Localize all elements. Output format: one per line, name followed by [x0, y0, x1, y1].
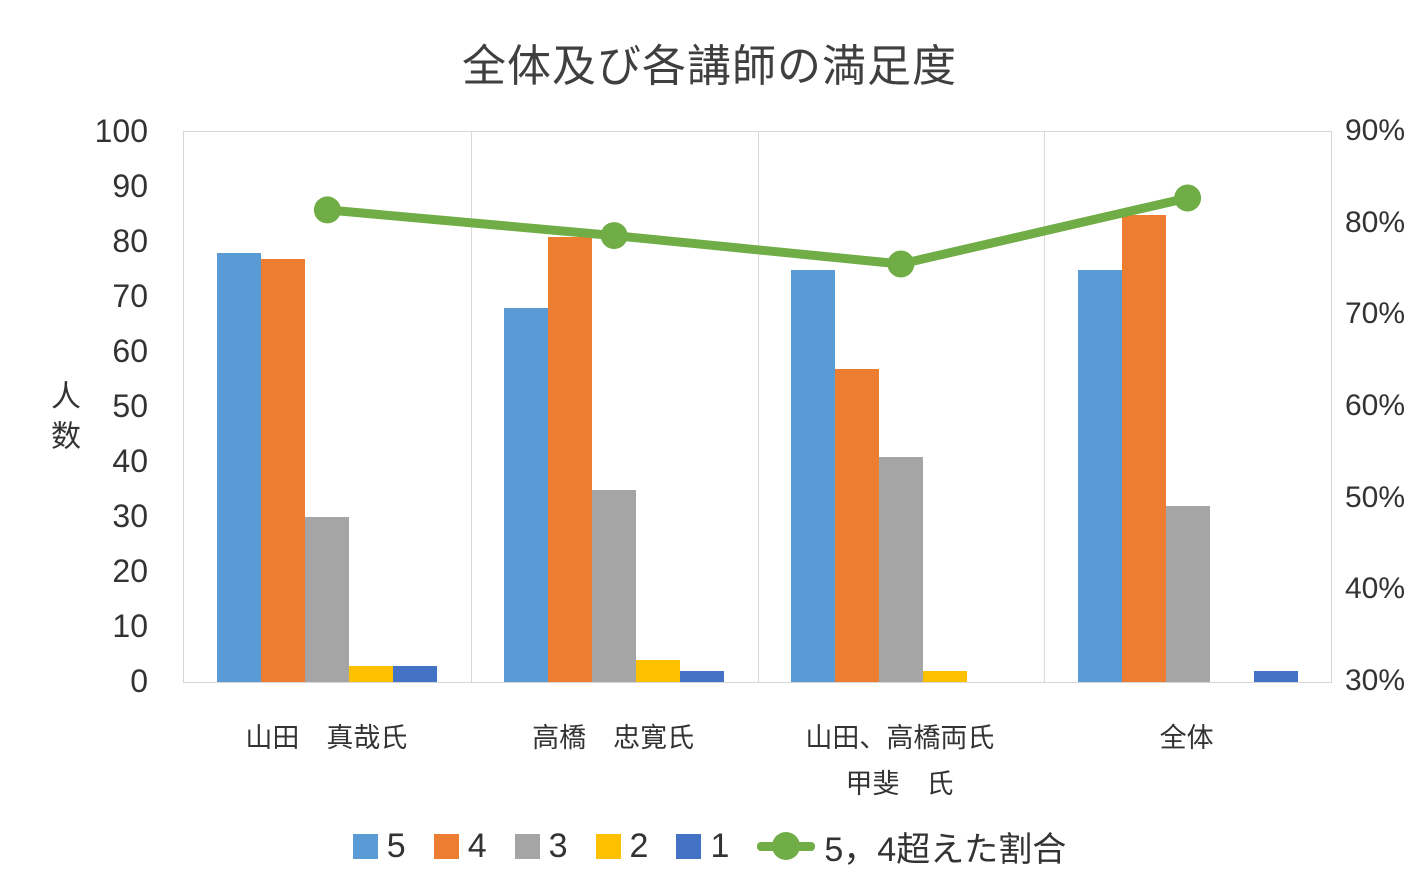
left-axis-tick: 40: [112, 443, 148, 479]
line-series-layer: [313, 184, 1202, 278]
bar-series4-cat2: [834, 368, 879, 682]
right-axis-tick: 50%: [1345, 480, 1406, 514]
legend-item-line: 5，4超えた割合: [757, 822, 1066, 871]
line-series-path: [322, 193, 1193, 269]
legend-item-2: 2: [595, 826, 649, 866]
legend-label: 4: [467, 826, 487, 865]
left-axis-tick: 10: [112, 608, 148, 644]
left-axis-title: 人数: [46, 380, 79, 460]
bar-series2-cat1: [636, 660, 681, 682]
x-axis-label-1: 高橋 忠寛氏: [532, 723, 695, 753]
legend-swatch-icon: [352, 833, 378, 859]
line-point-0: [313, 196, 341, 224]
left-axis-tick: 100: [94, 113, 148, 149]
right-axis-tick: 60%: [1345, 389, 1406, 422]
legend-swatch-icon: [595, 833, 621, 859]
legend-label: 5，4超えた割合: [824, 830, 1067, 869]
x-axis-label-2: 山田、高橋両氏: [805, 723, 995, 753]
line-point-1: [600, 222, 628, 250]
bar-series3-cat2: [878, 456, 923, 682]
legend-swatch-icon: [514, 833, 540, 859]
legend-swatch-icon: [433, 833, 459, 859]
left-axis-tick: 80: [112, 223, 148, 259]
x-axis-label-3: 全体: [1159, 723, 1214, 753]
bar-series3-cat0: [305, 517, 350, 682]
legend-label: 3: [548, 826, 568, 865]
legend-item-5: 5: [352, 826, 406, 866]
bar-series5-cat2: [790, 269, 835, 682]
left-axis-tick: 90: [112, 168, 148, 204]
plot-area: [183, 131, 1332, 683]
bar-series5-cat3: [1077, 269, 1122, 682]
bar-series1-cat1: [680, 671, 725, 682]
left-axis-tick: 30: [112, 498, 148, 534]
legend-item-1: 1: [676, 827, 729, 866]
right-axis-tick: 90%: [1345, 114, 1406, 147]
category-separator: [757, 132, 759, 682]
line-point-2: [887, 250, 915, 278]
left-axis-tick: 70: [112, 278, 148, 314]
right-axis-tick: 40%: [1345, 572, 1406, 606]
bar-series4-cat3: [1121, 214, 1166, 682]
right-axis-tick: 30%: [1345, 664, 1406, 697]
bar-series2-cat2: [922, 671, 967, 682]
right-axis-tick: 80%: [1345, 205, 1406, 239]
bar-series1-cat0: [393, 665, 438, 682]
legend-line-marker-icon: [757, 832, 816, 860]
bar-series3-cat3: [1165, 506, 1210, 682]
left-axis-tick: 0: [130, 663, 148, 699]
right-axis-tick: 70%: [1345, 297, 1406, 331]
category-separator: [470, 132, 472, 682]
legend-label: 1: [710, 826, 730, 865]
bar-series4-cat0: [261, 258, 306, 682]
legend-label: 5: [386, 826, 406, 865]
legend: 5 4 3 2 1 5，4超えた割合: [0, 822, 1419, 871]
category-separator: [1044, 132, 1046, 682]
left-axis-tick: 20: [112, 553, 148, 589]
legend-item-3: 3: [514, 826, 568, 866]
bar-series2-cat0: [349, 665, 394, 682]
x-axis-label-0: 山田 真哉氏: [245, 723, 408, 753]
x-axis-secondary-label: 甲斐 氏: [845, 769, 954, 799]
legend-swatch-icon: [676, 833, 702, 859]
legend-label: 2: [629, 826, 649, 865]
bar-series3-cat1: [592, 489, 637, 682]
bar-series5-cat1: [504, 308, 549, 682]
line-point-3: [1174, 184, 1202, 212]
chart-title: 全体及び各講師の満足度: [462, 42, 957, 91]
left-axis-tick: 60: [112, 333, 148, 369]
bar-series4-cat1: [548, 236, 593, 682]
left-axis-tick: 50: [112, 388, 148, 424]
bar-series5-cat0: [217, 253, 262, 682]
bar-series1-cat3: [1253, 671, 1298, 682]
legend-item-4: 4: [433, 826, 487, 866]
